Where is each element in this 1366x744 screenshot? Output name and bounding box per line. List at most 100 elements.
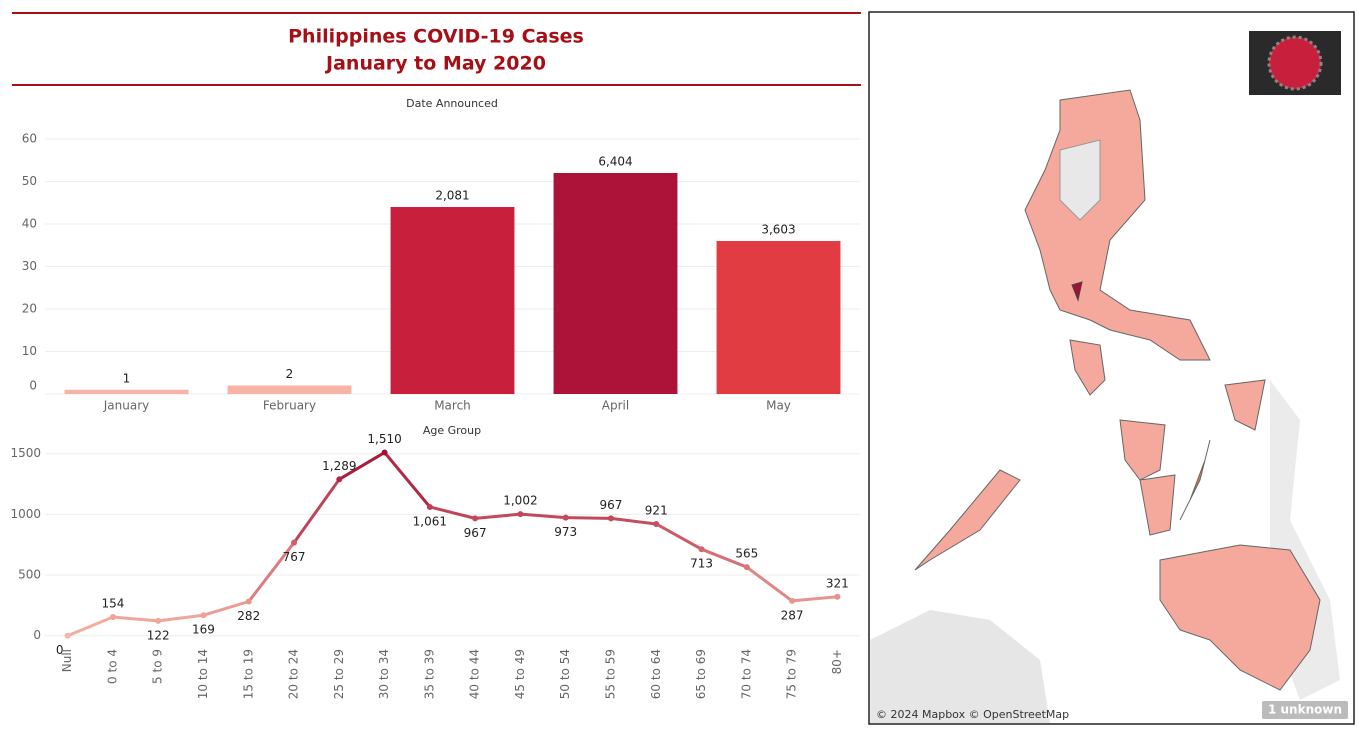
point bbox=[109, 614, 116, 621]
y-tick-label: 50 bbox=[22, 174, 37, 188]
point bbox=[336, 476, 343, 483]
bar bbox=[64, 389, 189, 394]
bar bbox=[553, 173, 678, 394]
point bbox=[381, 449, 388, 456]
x-tick-label: April bbox=[602, 399, 629, 413]
line-segment bbox=[292, 478, 341, 544]
data-label: 1,289 bbox=[322, 459, 356, 473]
region bbox=[1119, 419, 1166, 481]
chart-title: Age Group bbox=[423, 424, 481, 437]
y-tick-label: 30 bbox=[22, 259, 37, 273]
point bbox=[426, 503, 433, 510]
data-label: 2 bbox=[286, 367, 294, 381]
data-label: 154 bbox=[101, 597, 124, 611]
title: Philippines COVID-19 Cases bbox=[288, 26, 584, 48]
region bbox=[1179, 439, 1211, 521]
x-tick-label: 80+ bbox=[830, 649, 844, 674]
x-tick-label: 35 to 39 bbox=[422, 649, 436, 699]
point bbox=[653, 520, 660, 527]
x-tick-label: February bbox=[263, 399, 316, 413]
line-segment bbox=[247, 541, 296, 603]
y-tick-label: 500 bbox=[18, 568, 41, 582]
data-label: 122 bbox=[147, 628, 170, 642]
region bbox=[1069, 339, 1106, 396]
data-label: 1,510 bbox=[367, 432, 401, 446]
data-label: 287 bbox=[781, 608, 804, 622]
y-tick-label: 60 bbox=[22, 132, 37, 146]
point bbox=[789, 597, 796, 604]
line-segment bbox=[158, 613, 204, 623]
x-tick-label: 55 to 59 bbox=[603, 649, 617, 699]
point bbox=[64, 632, 71, 639]
line-segment bbox=[610, 516, 657, 526]
y-tick-label: 20 bbox=[22, 302, 37, 316]
point bbox=[517, 511, 524, 518]
region bbox=[1059, 139, 1101, 221]
x-tick-label: 40 to 44 bbox=[468, 649, 482, 699]
x-tick-label: 70 to 74 bbox=[739, 649, 753, 699]
chart-title: Date Announced bbox=[406, 97, 498, 110]
line-segment bbox=[745, 565, 793, 603]
region bbox=[1159, 544, 1321, 691]
data-label: 3,603 bbox=[761, 223, 795, 237]
x-tick-label: January bbox=[103, 399, 150, 413]
point bbox=[155, 617, 162, 624]
line bbox=[68, 452, 838, 635]
x-tick-label: Null bbox=[60, 649, 74, 672]
data-label: 767 bbox=[283, 550, 306, 564]
title: January to May 2020 bbox=[324, 53, 546, 75]
region bbox=[914, 469, 1021, 571]
line-segment bbox=[520, 512, 566, 520]
line-segment bbox=[474, 512, 521, 520]
y-tick-label: 40 bbox=[22, 217, 37, 231]
y-tick-label: 1500 bbox=[10, 446, 41, 460]
unknown-badge bbox=[1262, 701, 1348, 719]
data-label: 967 bbox=[464, 526, 487, 540]
x-tick-label: 65 to 69 bbox=[694, 649, 708, 699]
line-segment bbox=[67, 615, 114, 638]
x-tick-label: 5 to 9 bbox=[151, 649, 165, 684]
data-label: 2,081 bbox=[435, 189, 469, 203]
point bbox=[743, 564, 750, 571]
data-label: 1,061 bbox=[413, 514, 447, 528]
line-segment bbox=[700, 547, 748, 569]
virus-image bbox=[1267, 35, 1323, 91]
data-label: 921 bbox=[645, 503, 668, 517]
x-tick-label: 60 to 64 bbox=[649, 649, 663, 699]
line-segment bbox=[655, 522, 703, 551]
y-tick-label: 0 bbox=[33, 628, 41, 642]
x-tick-label: March bbox=[434, 399, 471, 413]
line-segment bbox=[429, 505, 476, 520]
data-label: 713 bbox=[690, 557, 713, 571]
point bbox=[562, 514, 569, 521]
point bbox=[245, 598, 252, 605]
unknown-label: 1 unknown bbox=[1268, 703, 1342, 717]
data-label: 6,404 bbox=[598, 155, 632, 169]
region bbox=[1139, 474, 1176, 536]
line-segment bbox=[383, 451, 432, 508]
data-label: 321 bbox=[826, 576, 849, 590]
x-tick-label: 20 to 24 bbox=[287, 649, 301, 699]
data-label: 0 bbox=[56, 643, 64, 657]
point bbox=[607, 515, 614, 522]
x-tick-label: 10 to 14 bbox=[196, 649, 210, 699]
y-tick-label: 10 bbox=[22, 344, 37, 358]
point bbox=[834, 593, 841, 600]
x-tick-label: 25 to 29 bbox=[332, 649, 346, 699]
land bbox=[870, 610, 1050, 723]
data-label: 565 bbox=[735, 547, 758, 561]
data-label: 973 bbox=[554, 525, 577, 539]
bar bbox=[227, 385, 352, 394]
attribution: © 2024 Mapbox © OpenStreetMap bbox=[876, 708, 1069, 721]
x-tick-label: 30 to 34 bbox=[377, 649, 391, 699]
y-tick-label: 1000 bbox=[10, 507, 41, 521]
x-tick-label: 0 to 4 bbox=[105, 649, 119, 684]
data-label: 1 bbox=[123, 371, 131, 385]
y-tick-label: 0 bbox=[29, 379, 37, 393]
x-tick-label: 45 to 49 bbox=[513, 649, 527, 699]
data-label: 169 bbox=[192, 623, 215, 637]
bar bbox=[716, 241, 841, 394]
line-segment bbox=[791, 595, 838, 603]
point bbox=[200, 612, 207, 619]
line-segment bbox=[338, 451, 386, 481]
